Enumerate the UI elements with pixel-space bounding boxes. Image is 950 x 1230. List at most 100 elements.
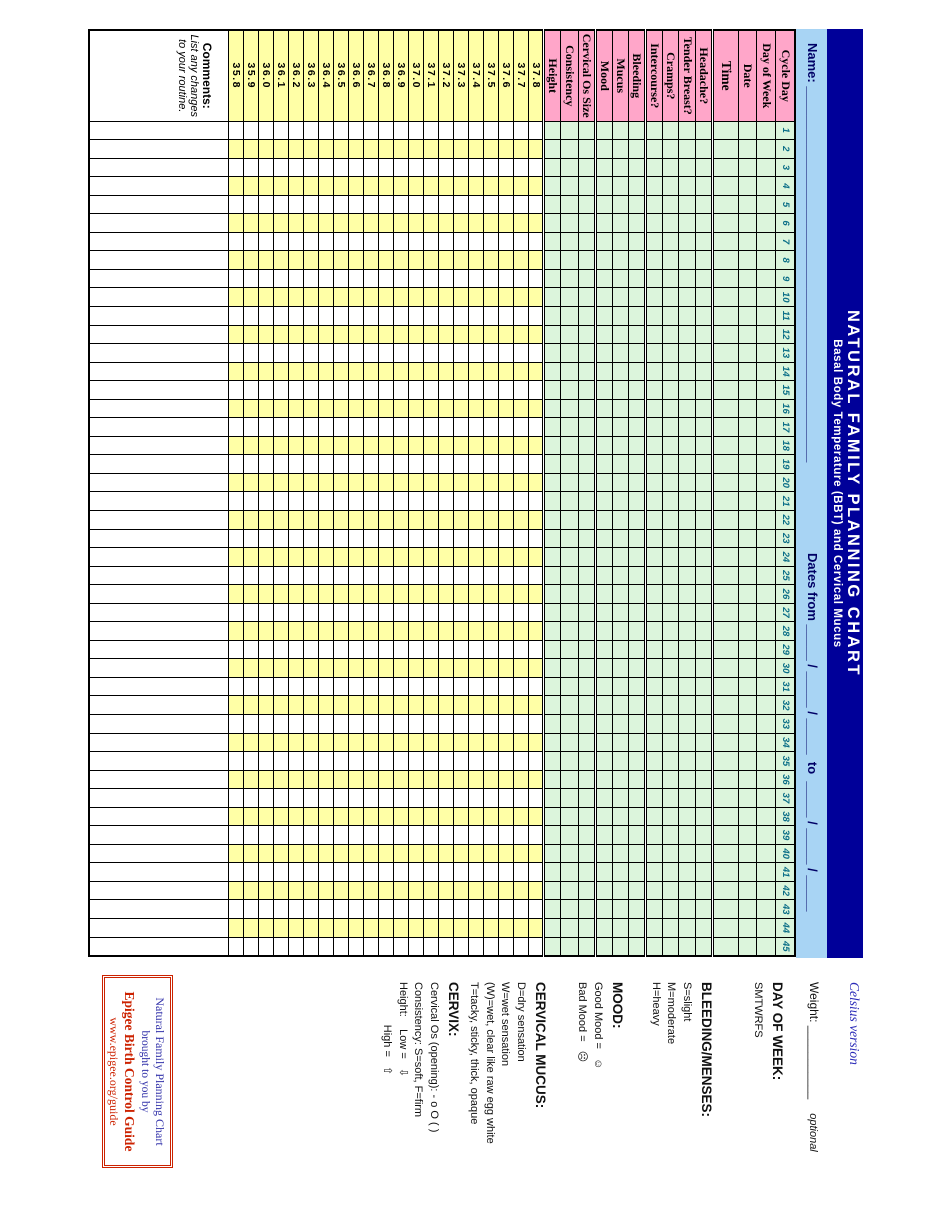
credit-url[interactable]: www.epigee.org/guide: [107, 1017, 121, 1126]
day-cell: [544, 436, 561, 455]
temperature-cell: [379, 603, 394, 622]
day-cell: [596, 491, 613, 511]
temperature-cell: [259, 844, 274, 863]
day-cell: [757, 380, 776, 400]
temperature-cell: [529, 529, 544, 548]
day-cell: [561, 380, 579, 400]
day-cell: [613, 733, 629, 752]
day-cell: [757, 250, 776, 270]
temperature-cell: [244, 158, 259, 177]
temperature-cell: [244, 176, 259, 196]
temperature-cell: [454, 362, 469, 381]
comments-label: Comments:: [200, 42, 215, 109]
temperature-cell: [514, 751, 529, 771]
temperature-cell: [259, 733, 274, 752]
day-cell: [713, 844, 739, 863]
day-cell: [544, 825, 561, 845]
temperature-cell: [289, 788, 304, 808]
day-cell: [561, 176, 579, 196]
day-cell: [596, 733, 613, 752]
temperature-cell: [529, 380, 544, 400]
temperature-cell: [289, 733, 304, 752]
comments-cell: [89, 677, 229, 696]
temperature-cell: [364, 529, 379, 548]
temperature-cell: [289, 621, 304, 641]
temperature-cell: [484, 899, 499, 919]
day-cell: [739, 862, 757, 882]
day-cell: [596, 325, 613, 344]
day-cell: [739, 287, 757, 307]
day-cell: [579, 899, 596, 919]
temperature-cell: [409, 510, 424, 530]
temperature-cell: [499, 547, 514, 567]
temperature-cell: [244, 325, 259, 344]
temperature-cell: [379, 695, 394, 715]
temperature-cell: [319, 213, 334, 233]
temperature-cell: [499, 640, 514, 659]
temperature-cell: [439, 844, 454, 863]
day-cell: [579, 733, 596, 752]
temperature-cell: [409, 417, 424, 437]
day-cell: [696, 380, 713, 400]
day-cell: [629, 714, 646, 734]
comments-cell: [89, 584, 229, 604]
row-header-intercourse-: Intercourse?: [646, 30, 663, 121]
temperature-cell: [289, 473, 304, 492]
temperature-cell: [289, 695, 304, 715]
day-cell: [544, 454, 561, 474]
temperature-cell: [484, 232, 499, 251]
temperature-cell: [439, 491, 454, 511]
temperature-cell: [334, 454, 349, 474]
day-cell: [757, 862, 776, 882]
day-cell: [613, 621, 629, 641]
day-cell: [629, 362, 646, 381]
temperature-cell: [379, 491, 394, 511]
day-cell: [696, 287, 713, 307]
temperature-cell: [529, 287, 544, 307]
temperature-cell: [454, 825, 469, 845]
temperature-cell: [514, 380, 529, 400]
temperature-cell: [439, 918, 454, 938]
temperature-cell: [304, 176, 319, 196]
day-cell: [629, 788, 646, 808]
day-cell: [663, 343, 679, 363]
temperature-cell: [274, 862, 289, 882]
day-cell: [663, 677, 679, 696]
day-cell: [629, 436, 646, 455]
day-cell: [713, 195, 739, 214]
day-cell: [544, 176, 561, 196]
day-cell: [757, 176, 776, 196]
temperature-cell: [454, 603, 469, 622]
temperature-cell: [229, 658, 244, 678]
temperature-cell: [289, 399, 304, 418]
temperature-cell: [394, 584, 409, 604]
day-cell: [739, 362, 757, 381]
temperature-cell: [439, 529, 454, 548]
day-cell: [679, 362, 696, 381]
day-cell: [579, 825, 596, 845]
temperature-cell: [289, 510, 304, 530]
temperature-cell: [394, 566, 409, 585]
day-cell: [646, 158, 663, 177]
temperature-cell: [379, 677, 394, 696]
temperature-cell: [304, 287, 319, 307]
day-cell: [696, 751, 713, 771]
temperature-cell: [439, 454, 454, 474]
day-cell: [579, 640, 596, 659]
temperature-cell: [364, 788, 379, 808]
day-cell: [579, 529, 596, 548]
day-cell: [713, 937, 739, 956]
temperature-cell: [304, 603, 319, 622]
temperature-cell: [529, 362, 544, 381]
temperature-cell: [349, 287, 364, 307]
temperature-cell: [469, 918, 484, 938]
temperature-cell: [289, 881, 304, 900]
temperature-cell: [244, 621, 259, 641]
temperature-cell: [319, 195, 334, 214]
temperature-cell: [274, 603, 289, 622]
temperature-cell: [274, 417, 289, 437]
temperature-cell: [304, 788, 319, 808]
day-cell: [613, 510, 629, 530]
temperature-cell: [349, 584, 364, 604]
temperature-cell: [394, 158, 409, 177]
